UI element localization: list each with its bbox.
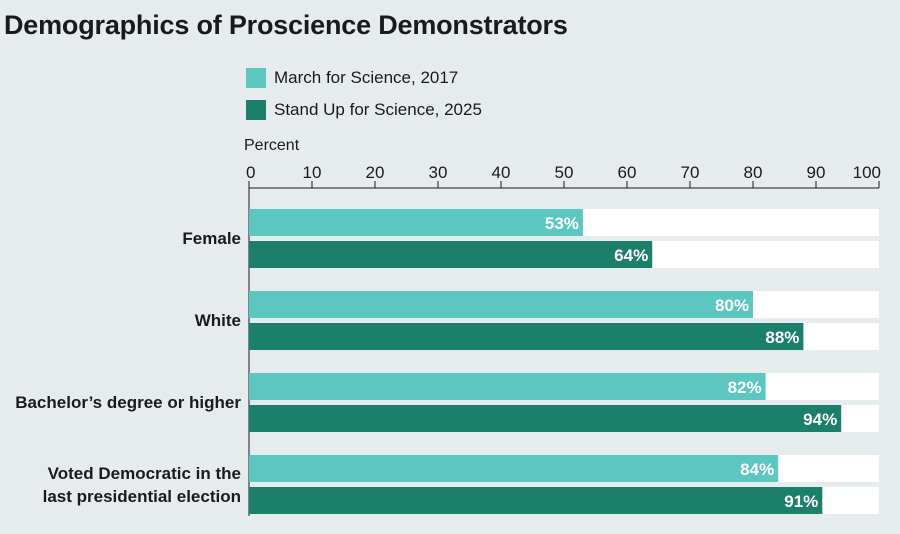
category-label: Bachelor’s degree or higher <box>1 391 241 414</box>
x-tick-label-10: 10 <box>303 163 322 182</box>
x-tick-label-50: 50 <box>555 163 574 182</box>
legend-label-2017: March for Science, 2017 <box>274 68 459 87</box>
bar-label-0-2: 82% <box>728 378 762 397</box>
bar-0-0 <box>249 209 583 236</box>
bar-label-1-1: 88% <box>765 328 799 347</box>
bar-label-0-0: 53% <box>545 214 579 233</box>
legend-item-2017: March for Science, 2017 <box>246 62 482 94</box>
bar-label-1-2: 94% <box>803 410 837 429</box>
legend-swatch-2025 <box>246 100 266 120</box>
bar-label-1-3: 91% <box>784 492 818 511</box>
x-tick-label-20: 20 <box>366 163 385 182</box>
x-tick-label-90: 90 <box>807 163 826 182</box>
bar-label-0-1: 80% <box>715 296 749 315</box>
legend-label-2025: Stand Up for Science, 2025 <box>274 100 482 119</box>
x-tick-label-30: 30 <box>429 163 448 182</box>
category-label-line: last presidential election <box>42 486 241 506</box>
bar-label-1-0: 64% <box>614 246 648 265</box>
bar-1-3 <box>249 487 823 514</box>
category-label-line: Voted Democratic in the <box>47 463 241 483</box>
bar-0-3 <box>249 455 779 482</box>
x-tick-label-0: 0 <box>246 163 255 182</box>
x-tick-label-80: 80 <box>744 163 763 182</box>
x-tick-label-100: 100 <box>853 163 881 182</box>
legend: March for Science, 2017 Stand Up for Sci… <box>246 62 482 126</box>
category-label: Female <box>1 227 241 250</box>
category-label-line: Bachelor’s degree or higher <box>15 393 241 412</box>
chart-title: Demographics of Proscience Demonstrators <box>4 10 568 40</box>
legend-swatch-2017 <box>246 68 266 88</box>
x-axis-title: Percent <box>244 137 300 154</box>
bar-0-1 <box>249 291 753 318</box>
bar-1-0 <box>249 241 653 268</box>
bar-1-1 <box>249 323 804 350</box>
bar-0-2 <box>249 373 766 400</box>
x-tick-label-70: 70 <box>681 163 700 182</box>
category-label: Voted Democratic in the last presidential… <box>1 462 241 508</box>
x-tick-label-60: 60 <box>618 163 637 182</box>
category-label: White <box>1 309 241 332</box>
bar-1-2 <box>249 405 842 432</box>
category-label-line: White <box>194 311 241 330</box>
category-label-line: Female <box>182 229 241 248</box>
x-tick-label-40: 40 <box>492 163 511 182</box>
legend-item-2025: Stand Up for Science, 2025 <box>246 94 482 126</box>
bar-label-0-3: 84% <box>740 460 774 479</box>
